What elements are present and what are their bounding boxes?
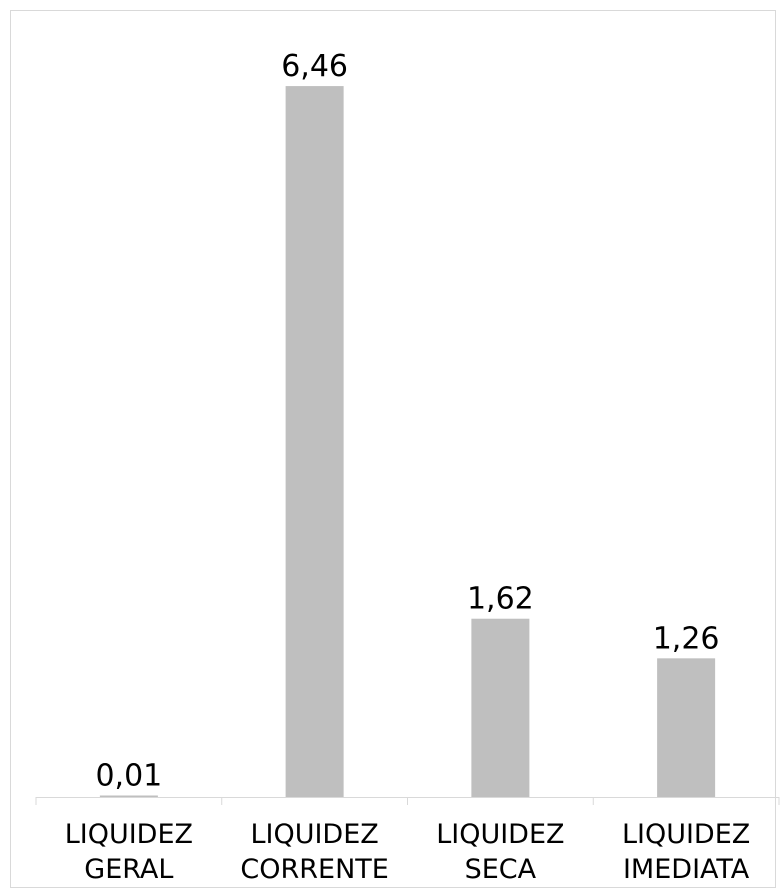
data-label: 1,62 xyxy=(467,582,534,617)
category-label: LIQUIDEZ GERAL xyxy=(65,819,193,885)
x-axis-ticks xyxy=(35,797,780,805)
bar xyxy=(99,795,158,797)
category-label-line: GERAL xyxy=(84,854,173,885)
category-labels-group: LIQUIDEZ GERAL LIQUIDEZ CORRENTE LIQUIDEZ SEC… xyxy=(65,819,751,885)
data-label: 0,01 xyxy=(95,759,162,794)
category-label-line: LIQUIDEZ xyxy=(622,819,750,850)
data-label: 6,46 xyxy=(281,49,348,84)
category-label-line: LIQUIDEZ xyxy=(65,819,193,850)
bar xyxy=(657,658,716,797)
value-labels-group: 0,01 6,46 1,62 1,26 xyxy=(95,49,719,793)
category-label-line: LIQUIDEZ xyxy=(250,819,378,850)
category-label-line: CORRENTE xyxy=(240,854,388,885)
bars-group xyxy=(99,86,716,797)
category-label-line: SECA xyxy=(465,854,537,885)
category-label: LIQUIDEZ SECA xyxy=(436,819,564,885)
data-label: 1,26 xyxy=(653,621,720,656)
category-label: LIQUIDEZ IMEDIATA xyxy=(622,819,750,885)
chart-frame xyxy=(10,10,776,888)
category-label: LIQUIDEZ CORRENTE xyxy=(240,819,388,885)
category-label-line: IMEDIATA xyxy=(623,854,750,885)
bar xyxy=(471,618,530,797)
bar xyxy=(285,86,344,797)
category-label-line: LIQUIDEZ xyxy=(436,819,564,850)
